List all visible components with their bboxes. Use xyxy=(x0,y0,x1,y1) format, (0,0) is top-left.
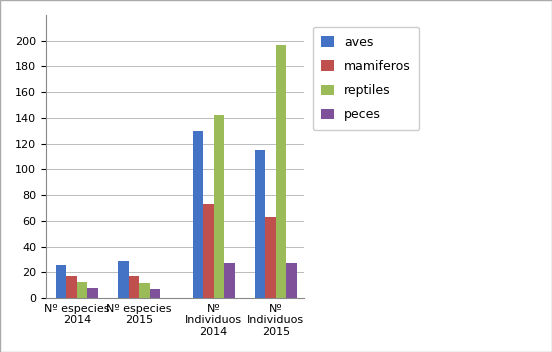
Bar xyxy=(214,115,224,298)
Bar xyxy=(276,45,286,298)
Bar xyxy=(129,276,139,298)
Bar xyxy=(139,283,150,298)
Bar xyxy=(286,264,297,298)
Legend: aves, mamiferos, reptiles, peces: aves, mamiferos, reptiles, peces xyxy=(312,27,420,130)
Bar xyxy=(224,264,235,298)
Bar xyxy=(118,261,129,298)
Bar xyxy=(77,282,88,298)
Bar xyxy=(254,150,266,298)
Bar xyxy=(56,265,66,298)
Bar xyxy=(66,276,77,298)
Bar xyxy=(266,217,276,298)
Bar xyxy=(88,288,98,298)
Bar xyxy=(203,204,214,298)
Bar xyxy=(193,131,203,298)
Bar xyxy=(150,289,160,298)
